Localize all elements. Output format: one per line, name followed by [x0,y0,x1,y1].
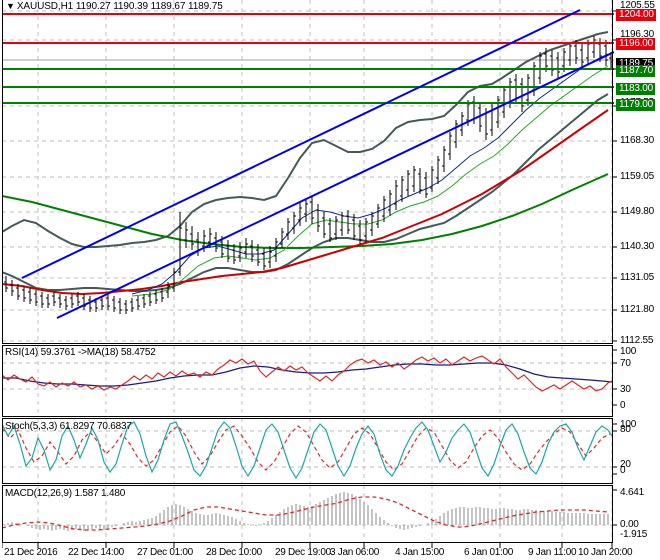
time-tick: 6 Jan 01:00 [464,547,513,558]
time-tick: 4 Jan 15:00 [395,547,444,558]
time-tick: 28 Dec 10:00 [206,547,262,558]
stoch-k-line [2,421,613,480]
time-tick: 21 Dec 2016 [4,547,58,558]
stoch-scale-ticks [613,423,617,475]
rsi-panel-frame [2,345,613,417]
rsi-ma-line [2,362,613,387]
stoch-tick: 0 [620,465,626,476]
price-plot[interactable] [2,0,614,344]
rsi-panel[interactable] [0,345,660,417]
rsi-tick: 100 [620,346,637,357]
trendline-upper [21,9,581,279]
price-tick: 1168.30 [620,135,655,146]
rsi-header: RSI(14) 59.3761 ->MA(18) 58.4752 [5,347,156,358]
ma-short-green [131,65,609,297]
price-tick: 1121.80 [620,304,655,315]
time-tick: 3 Jan 06:00 [330,547,379,558]
price-tick: 1140.30 [620,241,655,252]
macd-plot[interactable] [2,485,614,543]
price-tag-support[interactable]: 1187.70 [616,65,656,77]
macd-tick: 0.00 [620,519,639,530]
macd-panel-frame [2,485,613,543]
price-panel-frame [2,0,613,344]
ma-slow-green [2,173,609,249]
price-tick: 1205.55 [620,0,655,11]
time-tick: 9 Jan 11:00 [528,547,577,558]
time-tick: 10 Jan 20:00 [578,547,633,558]
time-tick: 22 Dec 14:00 [68,547,124,558]
price-tick: 1112.55 [620,335,654,346]
trendline-lower [56,51,614,319]
bollinger-upper-band [2,31,609,248]
rsi-tick: 30 [620,384,631,395]
price-tick: 1149.80 [620,206,655,217]
price-scale-ticks [613,10,617,342]
macd-scale-ticks [613,489,617,526]
macd-tick: 4.641 [620,487,645,498]
price-tag-resistance[interactable]: 1196.00 [616,38,656,50]
caret-down-icon[interactable]: ▼ [6,1,15,11]
time-tick: 29 Dec 19:00 [275,547,331,558]
symbol-header[interactable]: ▼ XAUUSD,H1 1190.27 1190.39 1189.67 1189.… [6,1,223,12]
stoch-tick: 100 [620,419,637,430]
stoch-panel-frame [2,418,613,484]
macd-header: MACD(12,26,9) 1.587 1.480 [5,488,126,499]
price-tag-resistance[interactable]: 1204.00 [616,9,656,21]
symbol-header-text: XAUUSD,H1 1190.27 1190.39 1189.67 1189.7… [16,1,223,12]
price-panel[interactable] [0,0,660,344]
rsi-tick: 70 [620,358,631,369]
price-tick: 1159.05 [620,171,655,182]
macd-signal-line [2,496,609,531]
ma-fast-red [2,109,609,296]
rsi-plot[interactable] [2,345,614,417]
stoch-header: Stoch(5,3,3) 61.8297 70.6837 [5,421,132,432]
price-tag-support[interactable]: 1179.00 [616,99,656,111]
macd-panel[interactable] [0,485,660,543]
stoch-tick: 20 [620,459,631,470]
stoch-tick: 80 [620,424,631,435]
macd-tick: -1.915 [620,529,648,540]
price-tag-support[interactable]: 1183.00 [616,83,656,95]
time-axis-ticks [2,543,613,548]
rsi-tick: 0 [620,400,626,411]
price-tick: 1131.05 [620,272,655,283]
price-tick: 1196.30 [620,29,655,40]
rsi-line [2,355,613,392]
stoch-d-line [2,425,611,471]
rsi-scale-ticks [613,349,617,406]
time-tick: 27 Dec 01:00 [137,547,193,558]
